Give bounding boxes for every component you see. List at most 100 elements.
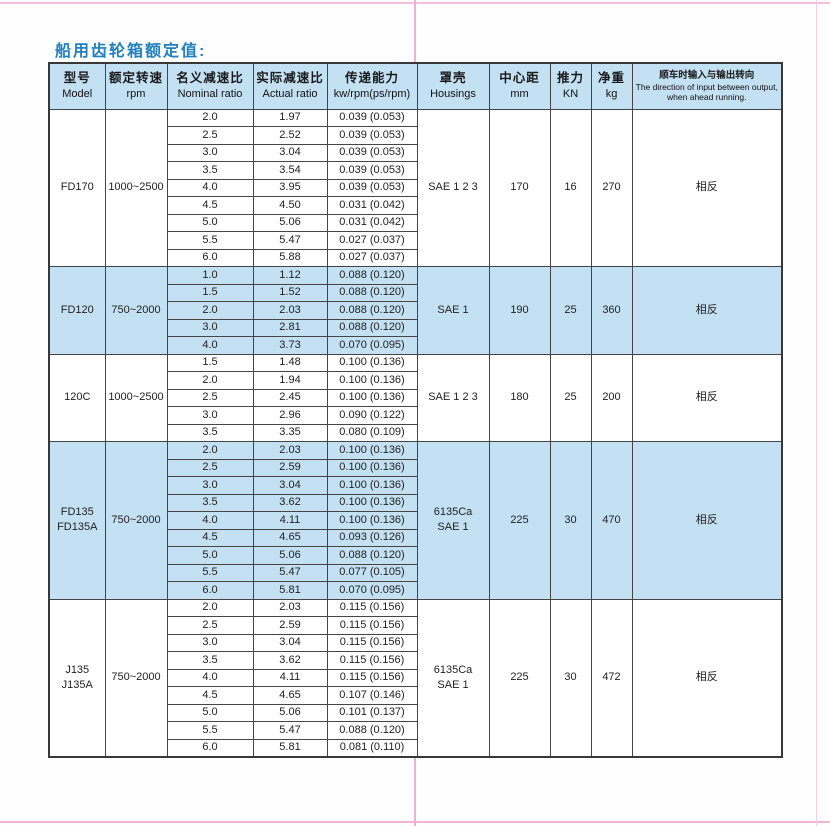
cell-center-distance-text: 225 — [510, 671, 529, 684]
cell-nominal-ratio: 1.0 — [166, 266, 254, 285]
column-header-9: 顺车时输入与输出转向 The direction of input between… — [631, 62, 783, 110]
cell-transfer-capacity-text: 0.115 (0.156) — [339, 671, 405, 684]
cell-transfer-capacity-text: 0.081 (0.110) — [339, 741, 405, 754]
cell-model-text: 120C — [64, 391, 91, 404]
cell-actual-ratio-text: 4.11 — [279, 671, 301, 684]
cell-transfer-capacity-text: 0.088 (0.120) — [339, 321, 405, 334]
table-row: 3.5 3.35 0.080 (0.109) — [49, 423, 782, 442]
cell-thrust-text: 30 — [564, 513, 577, 526]
cell-nominal-ratio-text: 3.5 — [202, 496, 218, 509]
cell-transfer-capacity: 0.070 (0.095) — [326, 581, 418, 600]
column-header-2: 名义减速比 Nominal ratio — [166, 62, 254, 110]
cell-actual-ratio-text: 3.73 — [279, 338, 301, 351]
cell-nominal-ratio-text: 2.5 — [202, 618, 218, 631]
cell-net-weight: 270 — [590, 108, 633, 267]
cell-actual-ratio: 3.62 — [252, 651, 328, 670]
cell-nominal-ratio: 3.0 — [166, 406, 254, 425]
cell-nominal-ratio: 1.5 — [166, 353, 254, 372]
cell-transfer-capacity-text: 0.027 (0.037) — [339, 233, 405, 246]
cell-actual-ratio-text: 1.52 — [279, 286, 301, 299]
cell-nominal-ratio: 2.5 — [166, 616, 254, 635]
cell-nominal-ratio-text: 3.0 — [202, 636, 218, 649]
table-row: 4.5 4.65 0.107 (0.146) — [49, 686, 782, 705]
cell-housings-text: SAE 1 — [437, 678, 469, 691]
cell-transfer-capacity-text: 0.090 (0.122) — [339, 408, 405, 421]
cell-net-weight-text: 360 — [602, 303, 621, 316]
cell-model-text: J135 — [65, 663, 90, 676]
cell-actual-ratio: 2.59 — [252, 458, 328, 477]
cell-actual-ratio-text: 5.06 — [279, 706, 301, 719]
table-row: 4.5 4.50 0.031 (0.042) — [49, 196, 782, 215]
cell-nominal-ratio: 2.0 — [166, 441, 254, 460]
cell-transfer-capacity-text: 0.031 (0.042) — [339, 216, 405, 229]
cell-transfer-capacity-text: 0.031 (0.042) — [339, 198, 405, 211]
cell-center-distance: 190 — [488, 266, 551, 355]
cell-actual-ratio: 5.81 — [252, 738, 328, 757]
cell-housings-text: SAE 1 2 3 — [428, 181, 478, 194]
cell-transfer-capacity-text: 0.039 (0.053) — [339, 111, 405, 124]
cell-actual-ratio-text: 2.59 — [279, 618, 301, 631]
gearbox-spec-table: 型号 Model 额定转速 rpm 名义减速比 Nominal ratio 实际减速比 Act… — [48, 62, 783, 758]
table-row: 3.0 2.96 0.090 (0.122) — [49, 406, 782, 425]
column-header-zh: 名义减速比 — [176, 71, 244, 86]
column-header-zh: 传递能力 — [344, 71, 399, 86]
cell-transfer-capacity: 0.088 (0.120) — [326, 301, 418, 320]
cell-nominal-ratio-text: 5.5 — [202, 566, 218, 579]
column-header-1: 额定转速 rpm — [104, 62, 168, 110]
cell-actual-ratio: 3.95 — [252, 178, 328, 197]
table-row: 5.0 5.06 0.088 (0.120) — [49, 546, 782, 565]
column-header-zh: 顺车时输入与输出转向 — [659, 70, 755, 82]
cell-nominal-ratio-text: 6.0 — [202, 251, 218, 264]
cell-actual-ratio: 2.03 — [252, 301, 328, 320]
cell-nominal-ratio-text: 3.5 — [202, 426, 218, 439]
cell-thrust-text: 25 — [564, 391, 577, 404]
cell-actual-ratio-text: 3.54 — [279, 163, 301, 176]
cell-nominal-ratio: 6.0 — [166, 248, 254, 267]
cell-nominal-ratio-text: 4.5 — [202, 531, 218, 544]
cell-model-text: FD135 — [60, 506, 94, 519]
cell-actual-ratio-text: 4.50 — [279, 198, 301, 211]
table-row: 4.0 3.73 0.070 (0.095) — [49, 336, 782, 355]
cell-transfer-capacity: 0.088 (0.120) — [326, 546, 418, 565]
cell-thrust: 30 — [549, 598, 592, 757]
cell-nominal-ratio-text: 4.0 — [202, 338, 218, 351]
spec-table-container: 型号 Model 额定转速 rpm 名义减速比 Nominal ratio 实际减速比 Act… — [48, 62, 783, 758]
cell-actual-ratio: 5.06 — [252, 703, 328, 722]
cell-nominal-ratio: 3.0 — [166, 633, 254, 652]
cell-transfer-capacity: 0.100 (0.136) — [326, 476, 418, 495]
column-header-zh: 中心距 — [499, 71, 540, 86]
cell-nominal-ratio-text: 4.5 — [202, 688, 218, 701]
cell-actual-ratio: 3.04 — [252, 633, 328, 652]
cell-net-weight: 360 — [590, 266, 633, 355]
cell-housings: 6135Ca SAE 1 — [416, 441, 490, 600]
cell-transfer-capacity: 0.115 (0.156) — [326, 633, 418, 652]
cell-transfer-capacity: 0.090 (0.122) — [326, 406, 418, 425]
cell-actual-ratio: 5.06 — [252, 213, 328, 232]
cell-rated-rpm: 1000~2500 — [104, 353, 168, 442]
cell-transfer-capacity-text: 0.100 (0.136) — [339, 356, 405, 369]
cell-actual-ratio: 3.54 — [252, 161, 328, 180]
column-header-5: 罩壳 Housings — [416, 62, 490, 110]
cell-thrust-text: 30 — [564, 671, 577, 684]
cell-transfer-capacity-text: 0.088 (0.120) — [339, 303, 405, 316]
cell-actual-ratio-text: 3.62 — [279, 653, 301, 666]
cell-transfer-capacity: 0.101 (0.137) — [326, 703, 418, 722]
table-row: 4.0 3.95 0.039 (0.053) — [49, 178, 782, 197]
cell-nominal-ratio-text: 5.5 — [202, 233, 218, 246]
column-header-en: Nominal ratio — [177, 87, 243, 100]
cell-actual-ratio: 1.52 — [252, 283, 328, 302]
cell-rated-rpm: 1000~2500 — [104, 108, 168, 267]
cell-direction: 相反 — [631, 108, 783, 267]
column-header-6: 中心距 mm — [488, 62, 551, 110]
column-header-en: Housings — [430, 87, 476, 100]
cell-model: FD135 FD135A — [48, 441, 106, 600]
cell-actual-ratio: 1.12 — [252, 266, 328, 285]
cell-transfer-capacity: 0.088 (0.120) — [326, 283, 418, 302]
table-body: FD170 1000~2500 2.0 1.97 0.039 (0.053) SAE 1 … — [48, 108, 783, 757]
cell-nominal-ratio: 4.5 — [166, 528, 254, 547]
column-header-en: kw/rpm(ps/rpm) — [333, 87, 411, 100]
cell-housings-text: SAE 1 — [437, 521, 469, 534]
cell-rated-rpm-text: 750~2000 — [111, 303, 161, 316]
cell-direction: 相反 — [631, 266, 783, 355]
cell-center-distance-text: 225 — [510, 513, 529, 526]
